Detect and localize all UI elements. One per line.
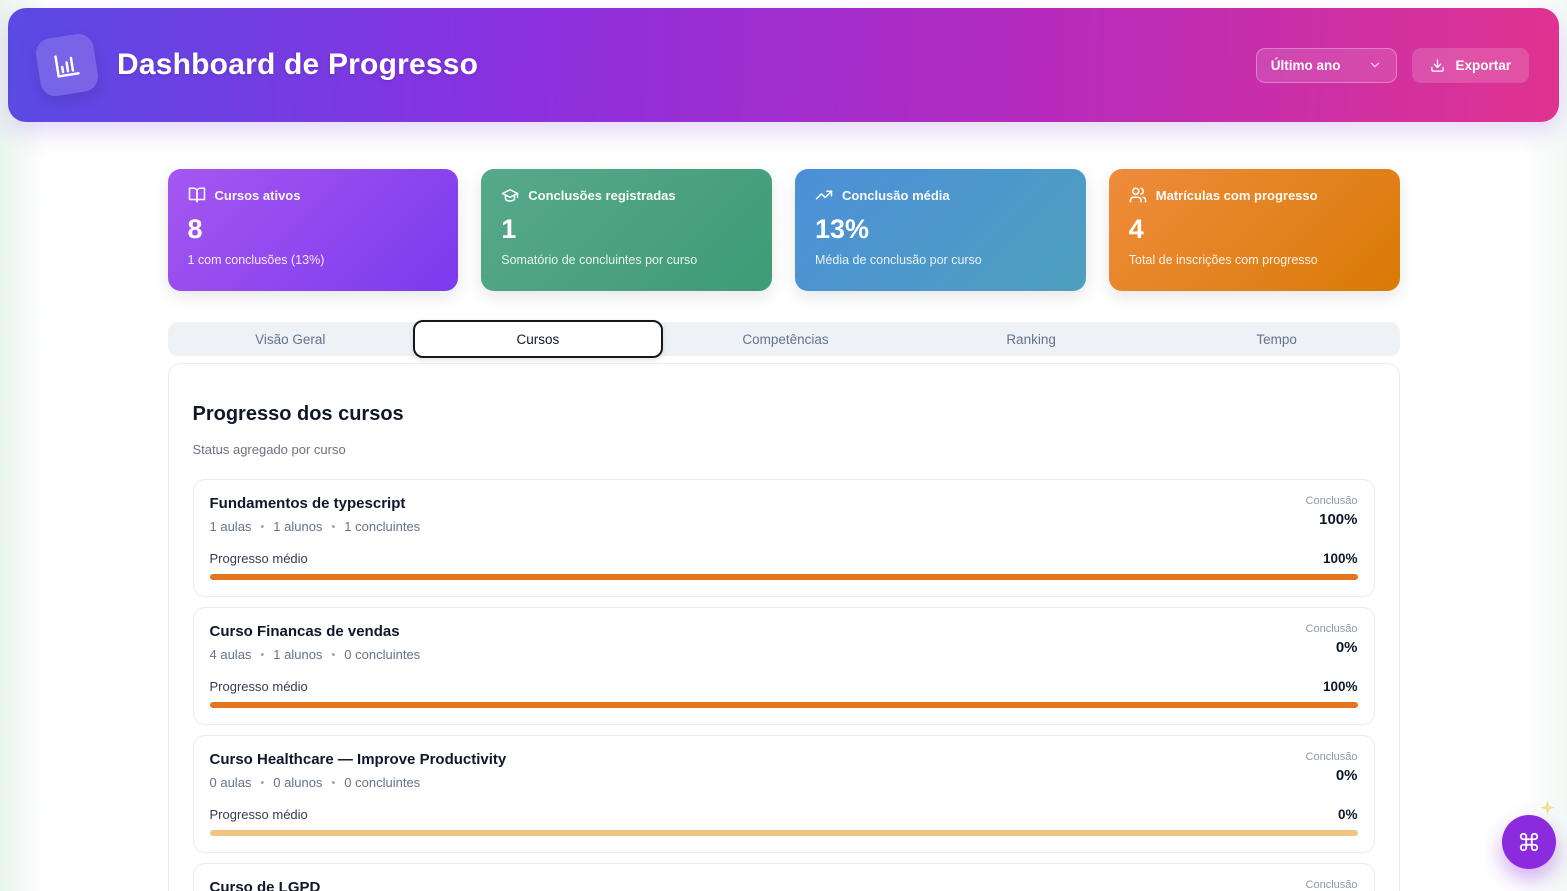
- stat-subtext: Somatório de concluintes por curso: [501, 253, 698, 267]
- course-meta: 1 aulas • 1 alunos • 1 concluintes: [210, 519, 421, 534]
- bar-chart-icon: [50, 48, 84, 82]
- stat-card: Cursos ativos 8 1 com conclusões (13%): [167, 169, 459, 291]
- period-select-value: Último ano: [1270, 57, 1341, 73]
- course-meta-item: 0 alunos: [273, 775, 323, 791]
- progress-bar-fill: [209, 702, 1358, 709]
- period-select[interactable]: Último ano: [1255, 47, 1398, 83]
- courses-panel: Progresso dos cursos Status agregado por…: [167, 363, 1400, 891]
- download-icon: [1430, 58, 1445, 73]
- progress-bar: [209, 830, 1358, 837]
- progress-label: Progresso médio: [209, 807, 308, 823]
- tab-ranking[interactable]: Ranking: [1006, 331, 1056, 347]
- panel-subtitle: Status agregado por curso: [192, 442, 346, 458]
- meta-separator: •: [331, 648, 336, 661]
- stat-label: Conclusão média: [842, 187, 950, 203]
- course-row: Curso de LGPD 4 aulas•0 alunos•0 conclui…: [192, 863, 1375, 891]
- export-button[interactable]: Exportar: [1412, 47, 1529, 83]
- course-meta-item: 1 alunos: [273, 519, 323, 535]
- course-meta-item: 4 aulas: [209, 647, 252, 663]
- meta-separator: •: [331, 520, 336, 533]
- meta-separator: •: [331, 776, 336, 789]
- graduation-cap-icon: [501, 186, 519, 204]
- course-meta: 4 aulas • 1 alunos • 0 concluintes: [210, 647, 421, 662]
- conclusion-label: Conclusão: [1305, 879, 1358, 891]
- conclusion-label: Conclusão: [1305, 623, 1358, 636]
- tab-vis-o-geral[interactable]: Visão Geral: [255, 331, 326, 347]
- stat-value: 4: [1128, 214, 1144, 244]
- stat-subtext: 1 com conclusões (13%): [187, 253, 325, 267]
- course-row: Curso Financas de vendas 4 aulas • 1 aluno…: [192, 607, 1375, 726]
- conclusion-label: Conclusão: [1305, 751, 1358, 764]
- meta-separator: •: [260, 776, 265, 789]
- app-header: Dashboard de Progresso Último ano Export…: [8, 8, 1559, 122]
- course-row: Fundamentos de typescript 1 aulas • 1 alun…: [192, 479, 1375, 598]
- tab-tempo[interactable]: Tempo: [1256, 331, 1297, 347]
- stat-subtext: Total de inscrições com progresso: [1128, 253, 1318, 267]
- progress-bar: [209, 702, 1358, 709]
- page-title: Dashboard de Progresso: [117, 48, 479, 81]
- stat-subtext: Média de conclusão por curso: [815, 253, 982, 267]
- course-title: Fundamentos de typescript: [209, 495, 406, 513]
- course-meta-item: 1 alunos: [273, 647, 323, 663]
- conclusion-value: 0%: [1335, 639, 1358, 657]
- book-open-icon: [188, 186, 206, 204]
- progress-value: 100%: [1322, 679, 1358, 695]
- sparkles-icon: [1540, 800, 1555, 815]
- app-logo: [33, 31, 101, 99]
- meta-separator: •: [260, 520, 265, 533]
- stat-card: Conclusão média 13% Média de conclusão p…: [795, 169, 1086, 291]
- header-controls: Último ano Exportar: [1255, 47, 1529, 83]
- course-title: Curso de LGPD: [209, 879, 321, 891]
- meta-separator: •: [260, 648, 265, 661]
- course-meta-item: 1 aulas: [209, 519, 252, 535]
- command-icon: [1518, 831, 1540, 853]
- command-fab-button[interactable]: [1502, 815, 1556, 869]
- course-title: Curso Healthcare — Improve Productivity: [209, 751, 507, 769]
- course-meta-item: 0 aulas: [209, 775, 252, 791]
- stat-value: 13%: [815, 214, 870, 244]
- stat-card: Matrículas com progresso 4 Total de insc…: [1108, 169, 1400, 291]
- course-list: Fundamentos de typescript 1 aulas • 1 alun…: [192, 479, 1375, 891]
- conclusion-value: 0%: [1335, 767, 1358, 785]
- course-meta-item: 1 concluintes: [344, 519, 421, 535]
- course-title: Curso Financas de vendas: [209, 623, 400, 641]
- progress-bar: [209, 574, 1358, 581]
- course-row: Curso Healthcare — Improve Productivity …: [192, 735, 1375, 854]
- progress-label: Progresso médio: [209, 551, 308, 567]
- tab-cursos[interactable]: Cursos: [413, 320, 663, 358]
- progress-bar-fill: [209, 574, 1358, 581]
- chevron-down-icon: [1368, 58, 1382, 72]
- course-meta: 0 aulas • 0 alunos • 0 concluintes: [210, 775, 507, 790]
- tab-compet-ncias[interactable]: Competências: [742, 331, 829, 347]
- progress-value: 0%: [1337, 807, 1358, 823]
- stat-card: Conclusões registradas 1 Somatório de co…: [481, 169, 772, 291]
- progress-value: 100%: [1322, 551, 1358, 567]
- users-icon: [1129, 186, 1147, 204]
- main-content: Cursos ativos 8 1 com conclusões (13%) C…: [167, 169, 1400, 891]
- course-meta-item: 0 concluintes: [344, 647, 421, 663]
- course-meta-item: 0 concluintes: [344, 775, 421, 791]
- progress-label: Progresso médio: [209, 679, 308, 695]
- stats-row: Cursos ativos 8 1 com conclusões (13%) C…: [167, 169, 1400, 291]
- stat-value: 8: [187, 214, 203, 244]
- stat-value: 1: [501, 214, 517, 244]
- conclusion-label: Conclusão: [1305, 495, 1358, 508]
- export-button-label: Exportar: [1455, 57, 1511, 73]
- stat-label: Conclusões registradas: [528, 187, 676, 203]
- conclusion-value: 100%: [1319, 511, 1358, 529]
- panel-title: Progresso dos cursos: [192, 402, 404, 425]
- trending-up-icon: [815, 186, 833, 204]
- stat-label: Matrículas com progresso: [1155, 187, 1318, 203]
- tab-bar: Visão Geral Cursos Competências Ranking Temp…: [167, 320, 1400, 358]
- stat-label: Cursos ativos: [214, 187, 301, 203]
